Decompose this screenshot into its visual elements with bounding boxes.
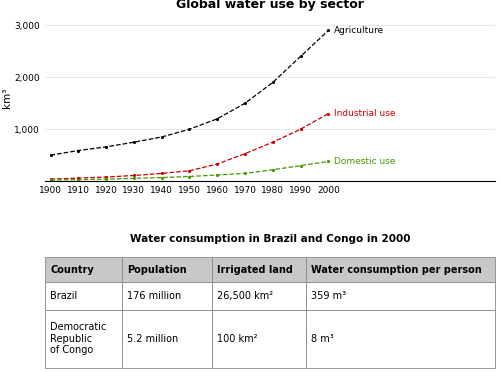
FancyBboxPatch shape bbox=[45, 282, 122, 310]
Text: Domestic use: Domestic use bbox=[334, 157, 396, 166]
FancyBboxPatch shape bbox=[306, 257, 495, 282]
Text: Democratic
Republic
of Congo: Democratic Republic of Congo bbox=[50, 322, 107, 356]
Text: 359 m³: 359 m³ bbox=[312, 291, 346, 301]
Text: Water consumption per person: Water consumption per person bbox=[312, 264, 482, 275]
FancyBboxPatch shape bbox=[45, 257, 122, 282]
Text: Country: Country bbox=[50, 264, 94, 275]
Text: 100 km²: 100 km² bbox=[217, 334, 258, 344]
Text: 5.2 million: 5.2 million bbox=[127, 334, 178, 344]
FancyBboxPatch shape bbox=[212, 282, 306, 310]
FancyBboxPatch shape bbox=[122, 310, 212, 368]
Text: Brazil: Brazil bbox=[50, 291, 78, 301]
Text: Irrigated land: Irrigated land bbox=[217, 264, 293, 275]
FancyBboxPatch shape bbox=[306, 282, 495, 310]
Text: Industrial use: Industrial use bbox=[334, 109, 396, 118]
Text: 176 million: 176 million bbox=[127, 291, 181, 301]
Text: 8 m³: 8 m³ bbox=[312, 334, 334, 344]
FancyBboxPatch shape bbox=[122, 282, 212, 310]
FancyBboxPatch shape bbox=[306, 310, 495, 368]
FancyBboxPatch shape bbox=[45, 310, 122, 368]
Title: Global water use by sector: Global water use by sector bbox=[176, 0, 364, 11]
FancyBboxPatch shape bbox=[122, 257, 212, 282]
Text: 26,500 km²: 26,500 km² bbox=[217, 291, 273, 301]
Y-axis label: km³: km³ bbox=[2, 88, 12, 108]
Text: Water consumption in Brazil and Congo in 2000: Water consumption in Brazil and Congo in… bbox=[130, 234, 410, 244]
Text: Agriculture: Agriculture bbox=[334, 26, 384, 35]
Text: Population: Population bbox=[127, 264, 186, 275]
FancyBboxPatch shape bbox=[212, 257, 306, 282]
FancyBboxPatch shape bbox=[212, 310, 306, 368]
